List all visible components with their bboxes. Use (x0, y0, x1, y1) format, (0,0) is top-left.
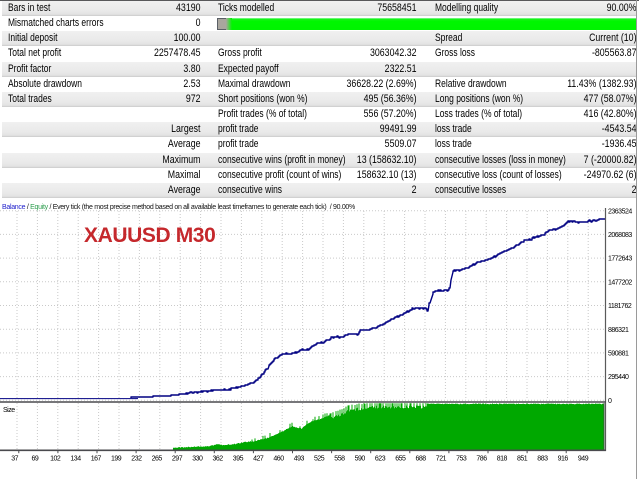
svg-text:295440: 295440 (608, 374, 629, 381)
svg-text:1181762: 1181762 (608, 303, 632, 310)
svg-text:1477202: 1477202 (608, 279, 632, 286)
svg-text:134: 134 (70, 456, 81, 463)
svg-text:590: 590 (355, 456, 366, 463)
svg-text:232: 232 (131, 456, 142, 463)
svg-text:297: 297 (172, 456, 183, 463)
svg-text:2068083: 2068083 (608, 232, 632, 239)
svg-text:886321: 886321 (608, 327, 629, 334)
svg-text:199: 199 (111, 456, 122, 463)
svg-text:688: 688 (416, 456, 427, 463)
svg-text:949: 949 (578, 456, 589, 463)
svg-text:493: 493 (294, 456, 305, 463)
svg-text:0: 0 (608, 398, 612, 405)
svg-text:1772643: 1772643 (608, 256, 632, 263)
svg-text:916: 916 (558, 456, 569, 463)
svg-text:753: 753 (456, 456, 467, 463)
svg-text:395: 395 (233, 456, 244, 463)
svg-text:167: 167 (91, 456, 102, 463)
svg-text:102: 102 (50, 456, 61, 463)
svg-text:851: 851 (517, 456, 528, 463)
svg-text:69: 69 (32, 456, 39, 463)
svg-text:330: 330 (192, 456, 203, 463)
svg-text:2363524: 2363524 (608, 208, 632, 215)
svg-text:623: 623 (375, 456, 386, 463)
svg-text:818: 818 (497, 456, 508, 463)
svg-text:590881: 590881 (608, 351, 629, 358)
svg-text:655: 655 (395, 456, 406, 463)
svg-text:427: 427 (253, 456, 264, 463)
svg-text:558: 558 (334, 456, 345, 463)
svg-text:786: 786 (476, 456, 487, 463)
svg-text:265: 265 (152, 456, 163, 463)
svg-text:525: 525 (314, 456, 325, 463)
svg-text:Size: Size (3, 407, 15, 414)
svg-text:721: 721 (436, 456, 447, 463)
svg-text:460: 460 (273, 456, 284, 463)
svg-text:883: 883 (537, 456, 548, 463)
svg-text:362: 362 (213, 456, 224, 463)
svg-text:37: 37 (11, 456, 18, 463)
